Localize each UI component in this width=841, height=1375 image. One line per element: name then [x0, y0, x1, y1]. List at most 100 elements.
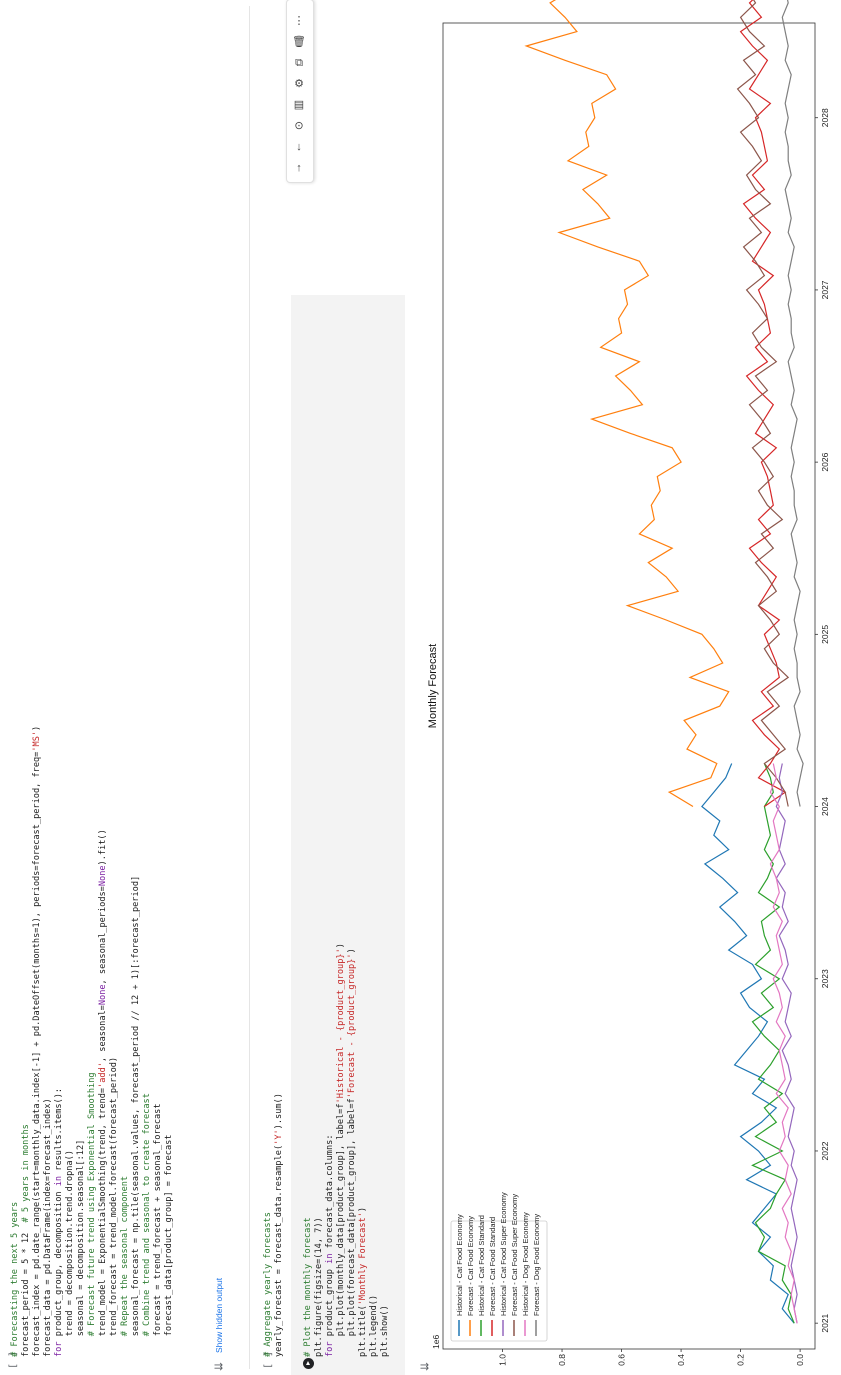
code-token: trend_model = ExponentialSmoothing(trend…	[98, 1087, 108, 1357]
code-token: )	[32, 725, 42, 731]
show-hidden-output-link[interactable]: Show hidden output	[214, 1277, 224, 1353]
legend-label: Forecast - Dog Food Economy	[532, 1214, 541, 1316]
code-token: )	[358, 1206, 368, 1213]
y-tick-label: 1.0	[498, 1354, 508, 1366]
code-token: forecast_period = 5 * 12	[21, 1222, 31, 1357]
code-line: # Aggregate yearly forecasts	[263, 1093, 274, 1357]
code-line: seasonal = decomposition.seasonal[:12]	[76, 726, 87, 1357]
cell-source[interactable]: # Aggregate yearly forecasts yearly_forec…	[263, 1093, 285, 1357]
y-tick-label: 0.0	[795, 1354, 805, 1366]
code-line: plt.legend()	[369, 943, 380, 1357]
code-cell-yearly[interactable]: [ ] # Aggregate yearly forecasts yearly_f…	[255, 0, 291, 1375]
legend-label: Forecast - Cat Food Super Economy	[510, 1194, 519, 1316]
legend-label: Historical - Dog Food Economy	[521, 1212, 530, 1316]
code-line: forecast_period = 5 * 12 # 5 years in mo…	[21, 726, 32, 1357]
code-cell-forecasting[interactable]: [ ] # Forecasting the next 5 years foreca…	[0, 0, 250, 1375]
series-line-7	[781, 0, 804, 807]
cell-source[interactable]: # Forecasting the next 5 years forecast_p…	[10, 726, 175, 1357]
legend-label: Forecast - Cat Food Standard	[488, 1217, 497, 1316]
link-icon[interactable]: ⊙	[294, 120, 304, 132]
code-line: yearly_forecast = forecast_data.resample…	[274, 1093, 285, 1357]
gear-icon[interactable]: ⚙	[294, 78, 304, 90]
code-token: 'add'	[98, 1062, 108, 1088]
code-token: trend_forecast = trend_model.forecast(fo…	[109, 1056, 119, 1357]
series-line-2	[751, 763, 795, 1324]
code-line: seasonal_forecast = np.tile(seasonal.val…	[131, 726, 142, 1357]
code-token: in	[325, 1253, 335, 1264]
arrow-down-icon[interactable]: ↓	[296, 141, 302, 153]
code-line: # Forecast future trend using Exponentia…	[87, 726, 98, 1357]
code-token: forecast = trend_forecast + seasonal_for…	[153, 1103, 163, 1357]
code-token: )	[336, 943, 346, 949]
code-line: for product_group, decomposition in resu…	[54, 726, 65, 1357]
code-token: 'Forecast - {product_group}'	[347, 953, 357, 1099]
comment-icon[interactable]: ▤	[293, 99, 305, 111]
code-token: None	[98, 865, 108, 887]
code-token: trend = decomposition.trend.dropna()	[65, 1150, 75, 1357]
code-token: for	[325, 1341, 335, 1357]
code-token: 'Monthly Forecast'	[358, 1212, 368, 1306]
x-tick-label: 2028	[820, 108, 830, 127]
x-tick-label: 2027	[820, 280, 830, 299]
plot-area	[442, 22, 816, 1350]
y-tick-label: 0.6	[617, 1354, 627, 1366]
series-line-1	[524, 0, 730, 808]
code-line: # Plot the monthly forecast	[303, 943, 314, 1357]
code-token: for	[54, 1341, 64, 1357]
cell-source[interactable]: # Plot the monthly forecast plt.figure(fi…	[303, 943, 391, 1357]
x-tick-label: 2021	[820, 1313, 830, 1332]
y-tick-label: 0.2	[736, 1354, 746, 1366]
code-token: plt.legend()	[369, 1294, 379, 1357]
code-token: seasonal_forecast = np.tile(seasonal.val…	[131, 875, 141, 1357]
code-token: , seasonal=	[98, 1005, 108, 1063]
run-cell-button[interactable]	[303, 1358, 314, 1369]
series-line-4	[775, 763, 798, 1324]
legend-box	[450, 1220, 548, 1342]
code-line: forecast_data[product_group] = forecast	[164, 726, 175, 1357]
code-token: results.items():	[54, 1087, 64, 1176]
delete-icon[interactable]: 🗑	[292, 36, 306, 48]
code-token: plt.figure(figsize=(14, 7))	[314, 1217, 324, 1357]
code-line: # Repeat the seasonal component	[120, 726, 131, 1357]
y-tick-label: 0.8	[557, 1354, 567, 1366]
code-token: forecast_data.columns:	[325, 1134, 335, 1254]
code-line: forecast = trend_forecast + seasonal_for…	[153, 726, 164, 1357]
chart-title: Monthly Forecast	[427, 644, 439, 728]
code-token: # Combine trend and seasonal to create f…	[142, 1093, 152, 1357]
series-line-3	[739, 0, 787, 807]
code-token: yearly_forecast = forecast_data.resample…	[274, 1144, 284, 1357]
cell-divider	[249, 6, 250, 1369]
series-line-6	[769, 763, 798, 1324]
code-line: trend_forecast = trend_model.forecast(fo…	[109, 726, 120, 1357]
code-token: 'Historical - {product_group}'	[336, 948, 346, 1104]
mirror-cell-icon[interactable]: ⧉	[295, 57, 303, 69]
code-token: seasonal = decomposition.seasonal[:12]	[76, 1139, 86, 1357]
code-line: trend = decomposition.trend.dropna()	[65, 726, 76, 1357]
code-token: product_group, decomposition	[54, 1186, 64, 1342]
code-token: forecast_data[product_group] = forecast	[164, 1134, 174, 1357]
code-line: # Combine trend and seasonal to create f…	[142, 726, 153, 1357]
series-line-5	[733, 0, 790, 807]
code-line: plt.title('Monthly Forecast')	[358, 943, 369, 1357]
code-token: 'Y'	[274, 1129, 284, 1145]
output-toggle-icon[interactable]: ⇉	[419, 1360, 430, 1373]
legend-label: Forecast - Cat Food Economy	[466, 1216, 475, 1316]
output-toggle-icon[interactable]: ⇉	[213, 1360, 224, 1373]
code-token: # 5 years in months	[21, 1124, 31, 1223]
code-line: plt.show()	[380, 943, 391, 1357]
legend-label: Historical - Cat Food Super Economy	[499, 1192, 508, 1316]
code-line: plt.plot(forecast_data[product_group], l…	[347, 943, 358, 1357]
arrow-up-icon[interactable]: ↑	[296, 162, 302, 174]
code-cell-plot[interactable]: # Plot the monthly forecast plt.figure(fi…	[291, 0, 405, 1375]
code-token: # Forecast future trend using Exponentia…	[87, 1072, 97, 1357]
code-token: ).sum()	[274, 1093, 284, 1130]
code-token: # Repeat the seasonal component	[120, 1175, 130, 1357]
code-token: plt.title(	[358, 1305, 368, 1357]
code-token: , seasonal_periods=	[98, 886, 108, 985]
code-token: # Forecasting the next 5 years	[10, 1201, 20, 1357]
cell-toolbar: ↑ ↓ ⊙ ▤ ⚙ ⧉ 🗑 ⋮	[286, 0, 314, 183]
code-token: )	[347, 948, 357, 954]
more-icon[interactable]: ⋮	[293, 15, 305, 27]
x-tick-label: 2026	[820, 452, 830, 471]
